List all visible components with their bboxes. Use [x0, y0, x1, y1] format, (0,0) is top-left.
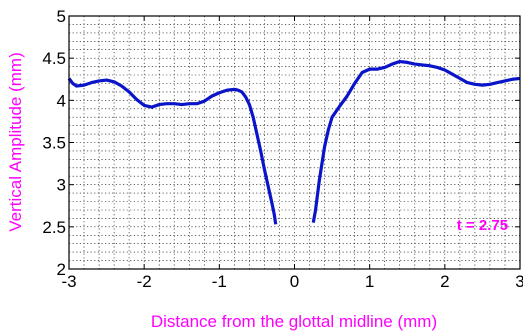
x-tick-label: -2: [137, 272, 152, 291]
y-tick-labels: 2 2.5 3 3.5 4 4.5 5: [42, 7, 66, 279]
y-tick-label: 5: [57, 7, 66, 26]
series-group: [67, 59, 521, 225]
x-tick-label: 2: [440, 272, 449, 291]
x-tick-label: 0: [290, 272, 299, 291]
x-axis-label: Distance from the glottal midline (mm): [151, 312, 437, 331]
x-tick-label: -3: [61, 272, 76, 291]
series-line-right: [311, 59, 521, 223]
x-tick-label: 3: [515, 272, 523, 291]
x-tick-label: -1: [212, 272, 227, 291]
x-tick-labels: -3 -2 -1 0 1 2 3: [61, 272, 523, 291]
x-tick-label: 1: [365, 272, 374, 291]
y-axis-label: Vertical Amplitude (mm): [6, 52, 25, 232]
y-tick-label: 2: [57, 260, 66, 279]
annotation-text: t = 2.75: [457, 217, 508, 234]
y-tick-label: 4.5: [42, 49, 66, 68]
plot-frame: [68, 15, 521, 270]
series-line-left: [67, 77, 278, 225]
y-tick-label: 2.5: [42, 218, 66, 237]
y-tick-label: 3: [57, 176, 66, 195]
y-tick-label: 4: [57, 91, 66, 110]
y-tick-label: 3.5: [42, 134, 66, 153]
